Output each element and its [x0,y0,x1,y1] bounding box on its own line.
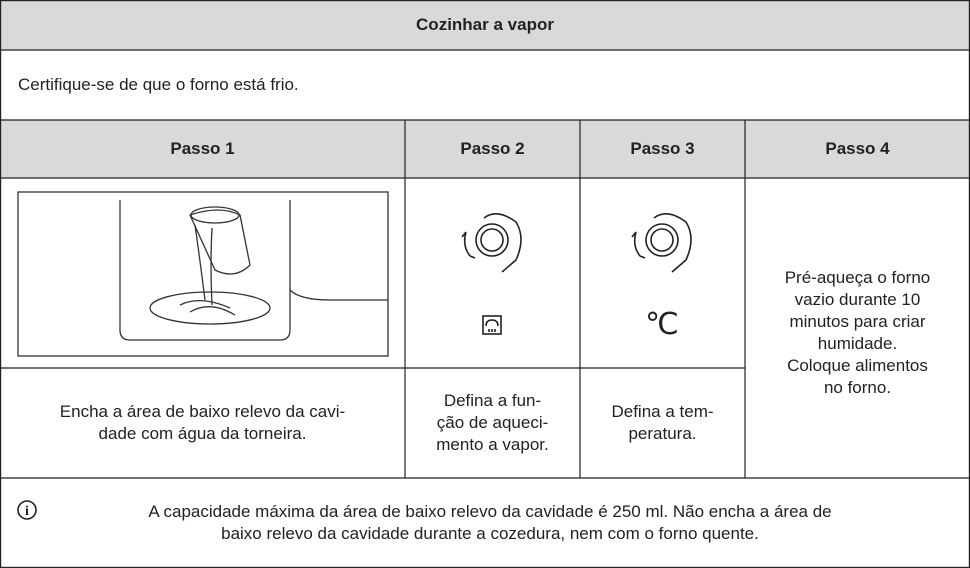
step-header: Passo 2 [460,139,525,158]
step-header: Passo 1 [170,139,235,158]
knob-icons [17,213,692,520]
intro: Certifique-se de que o forno está frio. [18,75,299,94]
step-text: Pré-aqueça o forno vazio durante 10 minu… [784,268,931,397]
step-header: Passo 3 [630,139,695,158]
note: A capacidade máxima da área de baixo rel… [148,502,832,543]
svg-text:i: i [25,504,29,519]
step-text: Encha a área de baixo relevo da cavi- da… [59,402,346,443]
pour-illustration [17,191,389,357]
step-text: Defina a tem- peratura. [611,402,714,443]
title: Cozinhar a vapor [416,15,554,34]
step-header: Passo 4 [825,139,890,158]
temperature-symbol: ℃ [645,308,679,341]
step-text: Defina a fun- ção de aqueci- mento a vap… [436,391,549,454]
